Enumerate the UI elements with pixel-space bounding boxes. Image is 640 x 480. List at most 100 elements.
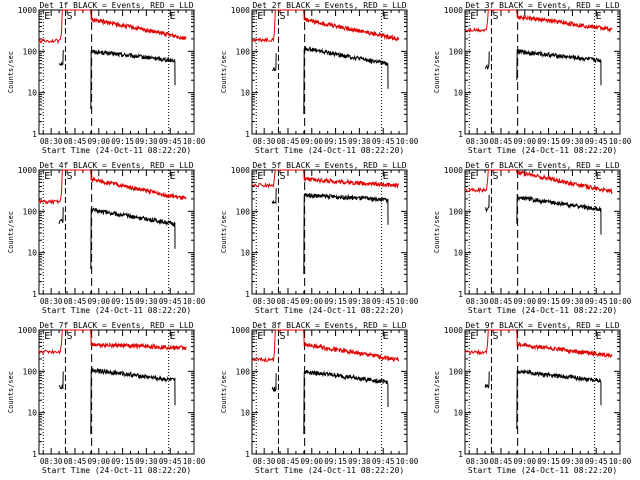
y-tick-label: 1000: [231, 166, 250, 175]
interval-marker-label: E: [596, 171, 602, 182]
y-axis-label: Counts/sec: [220, 51, 228, 93]
y-tick-label: 100: [236, 207, 251, 216]
y-tick-label: 10: [240, 249, 250, 258]
y-axis-label: Counts/sec: [433, 211, 441, 253]
x-tick-label: 09:00: [300, 137, 323, 146]
y-tick-label: 10: [240, 89, 250, 98]
panel-title: Det 8f BLACK = Events, RED = LLD: [252, 321, 406, 330]
x-tick-label: 09:15: [324, 297, 347, 306]
interval-marker-label: E: [596, 331, 602, 342]
y-tick-label: 10: [453, 409, 463, 418]
x-tick-label: 08:45: [490, 297, 513, 306]
y-axis-label: Counts/sec: [7, 51, 15, 93]
x-tick-label: 09:30: [348, 137, 371, 146]
interval-marker-label: E: [257, 11, 263, 22]
y-tick-label: 10: [27, 409, 37, 418]
y-tick-label: 1000: [444, 326, 463, 335]
lld-decay-line: [516, 9, 613, 34]
y-tick-label: 1: [458, 450, 463, 459]
lld-pre-line: [251, 9, 303, 43]
events-pre-line: [484, 194, 490, 214]
y-tick-label: 1000: [18, 326, 37, 335]
y-tick-label: 1000: [444, 166, 463, 175]
lld-pre-line: [251, 169, 303, 189]
x-tick-label: 09:30: [348, 297, 371, 306]
y-tick-label: 10: [240, 409, 250, 418]
y-tick-label: 1000: [444, 6, 463, 15]
y-tick-label: 1: [32, 130, 37, 139]
x-axis-label: Start Time (24-Oct-11 08:22:20): [42, 306, 191, 315]
lld-pre-line: [464, 9, 516, 33]
x-tick-label: 08:45: [490, 137, 513, 146]
panel-title: Det 7f BLACK = Events, RED = LLD: [39, 321, 193, 330]
interval-marker-label: E: [44, 331, 50, 342]
y-tick-label: 10: [27, 249, 37, 258]
x-tick-label: 09:30: [135, 137, 158, 146]
x-tick-label: 08:30: [253, 297, 276, 306]
interval-marker-label: E: [596, 11, 602, 22]
y-tick-label: 100: [236, 47, 251, 56]
x-tick-label: 10:00: [609, 457, 632, 466]
lld-pre-line: [38, 329, 90, 355]
x-axis-label: Start Time (24-Oct-11 08:22:20): [255, 146, 404, 155]
y-tick-label: 100: [23, 47, 38, 56]
y-tick-label: 100: [236, 367, 251, 376]
panel-title: Det 1f BLACK = Events, RED = LLD: [39, 1, 193, 10]
y-tick-label: 10: [453, 249, 463, 258]
detector-panel: Det 3f BLACK = Events, RED = LLD 1 10 100 10…: [433, 1, 632, 155]
x-tick-label: 08:45: [64, 297, 87, 306]
y-tick-label: 10: [27, 89, 37, 98]
panel-title: Det 3f BLACK = Events, RED = LLD: [465, 1, 619, 10]
x-tick-label: 09:15: [324, 457, 347, 466]
y-axis-label: Counts/sec: [433, 51, 441, 93]
plot-frame: [464, 9, 621, 135]
x-tick-label: 09:45: [159, 457, 182, 466]
events-pre-line: [58, 207, 64, 225]
interval-marker-label: E: [44, 11, 50, 22]
x-tick-label: 09:30: [348, 457, 371, 466]
y-tick-label: 1: [245, 290, 250, 299]
plot-frame: [464, 329, 621, 455]
x-axis-label: Start Time (24-Oct-11 08:22:20): [255, 306, 404, 315]
y-axis-label: Counts/sec: [433, 371, 441, 413]
interval-marker-label: S: [66, 171, 72, 182]
lld-pre-line: [38, 9, 90, 45]
events-decay-line: [90, 49, 176, 110]
panel-title: Det 5f BLACK = Events, RED = LLD: [252, 161, 406, 170]
x-tick-label: 08:45: [64, 137, 87, 146]
plot-frame: [38, 9, 195, 135]
events-decay-line: [303, 46, 389, 115]
y-tick-label: 100: [449, 207, 464, 216]
interval-marker-label: E: [257, 171, 263, 182]
x-tick-label: 10:00: [183, 457, 206, 466]
interval-marker-label: S: [279, 11, 285, 22]
x-tick-label: 08:30: [466, 137, 489, 146]
lld-decay-line: [90, 329, 187, 351]
y-tick-label: 1000: [18, 6, 37, 15]
events-decay-line: [516, 368, 602, 430]
events-decay-line: [303, 369, 389, 435]
x-tick-label: 08:45: [277, 297, 300, 306]
x-axis-label: Start Time (24-Oct-11 08:22:20): [468, 466, 617, 475]
x-tick-label: 09:15: [111, 137, 134, 146]
y-tick-label: 1: [245, 130, 250, 139]
x-tick-label: 10:00: [396, 297, 419, 306]
y-tick-label: 1: [245, 450, 250, 459]
plot-frame: [38, 169, 195, 295]
events-decay-line: [90, 207, 176, 270]
x-tick-label: 09:15: [537, 137, 560, 146]
lld-pre-line: [465, 169, 516, 194]
x-tick-label: 09:30: [135, 297, 158, 306]
x-tick-label: 09:30: [561, 297, 584, 306]
y-tick-label: 1: [458, 130, 463, 139]
lld-decay-line: [516, 329, 613, 358]
x-tick-label: 08:45: [277, 137, 300, 146]
events-pre-line: [58, 49, 64, 67]
x-tick-label: 09:45: [159, 137, 182, 146]
lld-decay-line: [303, 9, 400, 42]
x-tick-label: 10:00: [609, 137, 632, 146]
y-axis-label: Counts/sec: [220, 371, 228, 413]
x-tick-label: 09:45: [372, 297, 395, 306]
interval-marker-label: E: [170, 331, 176, 342]
